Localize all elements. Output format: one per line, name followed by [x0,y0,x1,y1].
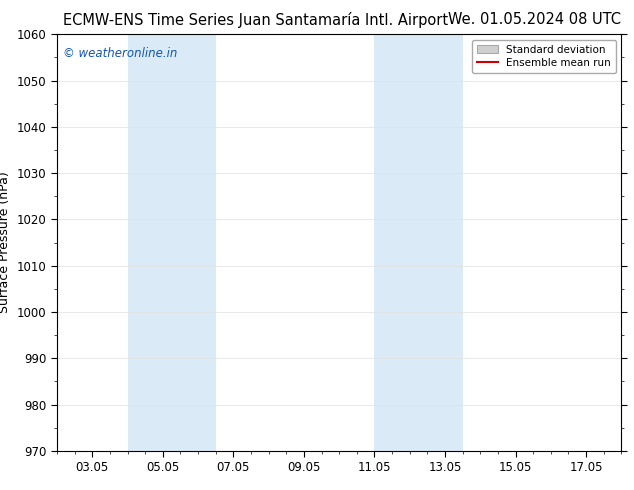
Text: ECMW-ENS Time Series Juan Santamaría Intl. Airport: ECMW-ENS Time Series Juan Santamaría Int… [63,12,448,28]
Bar [127,34,216,451]
Bar [375,34,463,451]
Y-axis label: Surface Pressure (hPa): Surface Pressure (hPa) [0,172,11,314]
Legend: Standard deviation, Ensemble mean run: Standard deviation, Ensemble mean run [472,40,616,73]
Text: © weatheronline.in: © weatheronline.in [63,47,177,60]
Text: We. 01.05.2024 08 UTC: We. 01.05.2024 08 UTC [448,12,621,27]
